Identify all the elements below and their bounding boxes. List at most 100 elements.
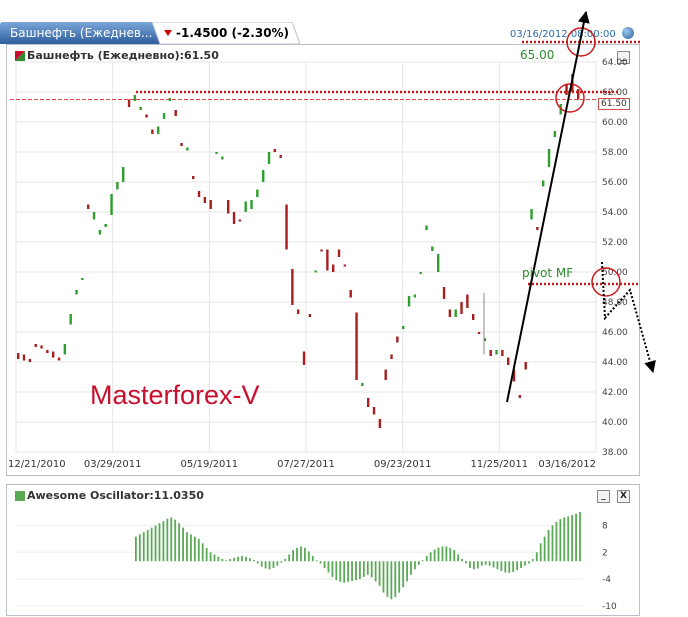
candle (384, 369, 387, 380)
osc-bar (528, 561, 530, 564)
pivot-label: pivot MF (522, 266, 574, 280)
candle (320, 249, 323, 252)
osc-bar (492, 561, 495, 568)
candle (542, 180, 545, 187)
osc-bar (193, 536, 196, 562)
candle (186, 147, 189, 151)
candle (437, 254, 440, 272)
osc-bar (209, 552, 212, 562)
osc-bar (579, 512, 581, 562)
osc-bar (347, 561, 350, 582)
osc-bar (370, 561, 373, 578)
osc-bar (237, 556, 239, 562)
candle (221, 156, 224, 160)
candle (553, 131, 557, 137)
candle (361, 383, 364, 386)
osc-bar (248, 558, 251, 562)
candle (501, 350, 504, 356)
candle (448, 309, 452, 317)
osc-bar (516, 561, 519, 571)
osc-bar (551, 525, 554, 562)
candle (122, 167, 125, 182)
osc-bar (335, 561, 338, 581)
osc-bar (264, 561, 267, 569)
target-circle (566, 27, 596, 57)
minimize-oscillator-button[interactable]: _ (597, 490, 610, 503)
y-tick-label: 44.00 (602, 358, 628, 368)
osc-bar (429, 552, 432, 562)
candle (133, 95, 137, 101)
candle (413, 294, 417, 298)
candle (419, 272, 422, 274)
candle (162, 113, 166, 119)
osc-bar (245, 556, 247, 562)
osc-bar (575, 513, 577, 562)
osc-bar (461, 559, 463, 562)
candle (337, 249, 341, 257)
osc-bar (158, 523, 161, 562)
osc-bar (135, 536, 137, 562)
candle (28, 359, 32, 362)
x-tick-label: 05/19/2011 (181, 459, 239, 470)
minimize-main-button[interactable]: _ (617, 51, 630, 64)
osc-bar (343, 561, 346, 583)
osc-bar (327, 561, 330, 573)
osc-bar (252, 559, 255, 562)
osc-bar (351, 561, 353, 581)
candle (565, 84, 568, 95)
osc-bar (406, 561, 408, 582)
candle (518, 395, 522, 398)
y-tick-label: 40.00 (602, 418, 628, 428)
globe-icon[interactable] (622, 27, 634, 39)
osc-bar (292, 550, 295, 562)
osc-bar (441, 546, 444, 562)
candle (168, 98, 172, 101)
resistance-circle (555, 83, 585, 113)
osc-bar (374, 561, 377, 582)
candle (40, 345, 43, 349)
y-tick-label: 42.00 (602, 388, 628, 398)
candle (34, 344, 37, 347)
osc-bar (543, 536, 546, 562)
osc-bar (288, 554, 291, 562)
candle (116, 182, 119, 190)
osc-bar (555, 521, 558, 562)
osc-tick-label: 2 (602, 548, 608, 558)
candle (477, 332, 481, 334)
x-tick-label: 11/25/2011 (471, 459, 529, 470)
osc-tick-label: 8 (602, 521, 608, 531)
osc-bar (300, 546, 302, 562)
osc-bar (410, 561, 412, 575)
osc-bar (421, 560, 424, 562)
candle (157, 126, 160, 134)
osc-bar (138, 534, 141, 562)
candle (174, 110, 177, 116)
osc-bar (241, 555, 243, 562)
candle (22, 354, 26, 361)
osc-bar (146, 529, 149, 562)
candle (483, 338, 487, 341)
osc-bar (457, 554, 460, 562)
instrument-tab[interactable]: Башнефть (Ежеднев... -1.4500 (-2.30%) (0, 22, 300, 44)
candle (139, 107, 142, 110)
candle (332, 264, 335, 272)
price-chart-panel: Башнефть (Ежедневно):61.50 _ (6, 44, 640, 476)
osc-bar (296, 547, 298, 562)
osc-bar (339, 561, 342, 582)
candle (250, 200, 253, 209)
osc-bar (433, 549, 436, 562)
osc-bar (449, 547, 452, 562)
osc-bar (174, 519, 177, 562)
osc-bar (547, 529, 550, 562)
y-tick-label: 50.00 (602, 268, 628, 278)
osc-bar (417, 561, 420, 565)
osc-bar (508, 561, 511, 573)
candle (192, 176, 195, 179)
candle (81, 278, 84, 280)
y-tick-label: 52.00 (602, 238, 628, 248)
candle (75, 290, 78, 295)
instrument-tab-title: Башнефть (Ежеднев... (10, 26, 153, 40)
y-tick-label: 60.00 (602, 118, 628, 128)
close-oscillator-button[interactable]: X (617, 490, 630, 503)
osc-bar (190, 534, 192, 562)
